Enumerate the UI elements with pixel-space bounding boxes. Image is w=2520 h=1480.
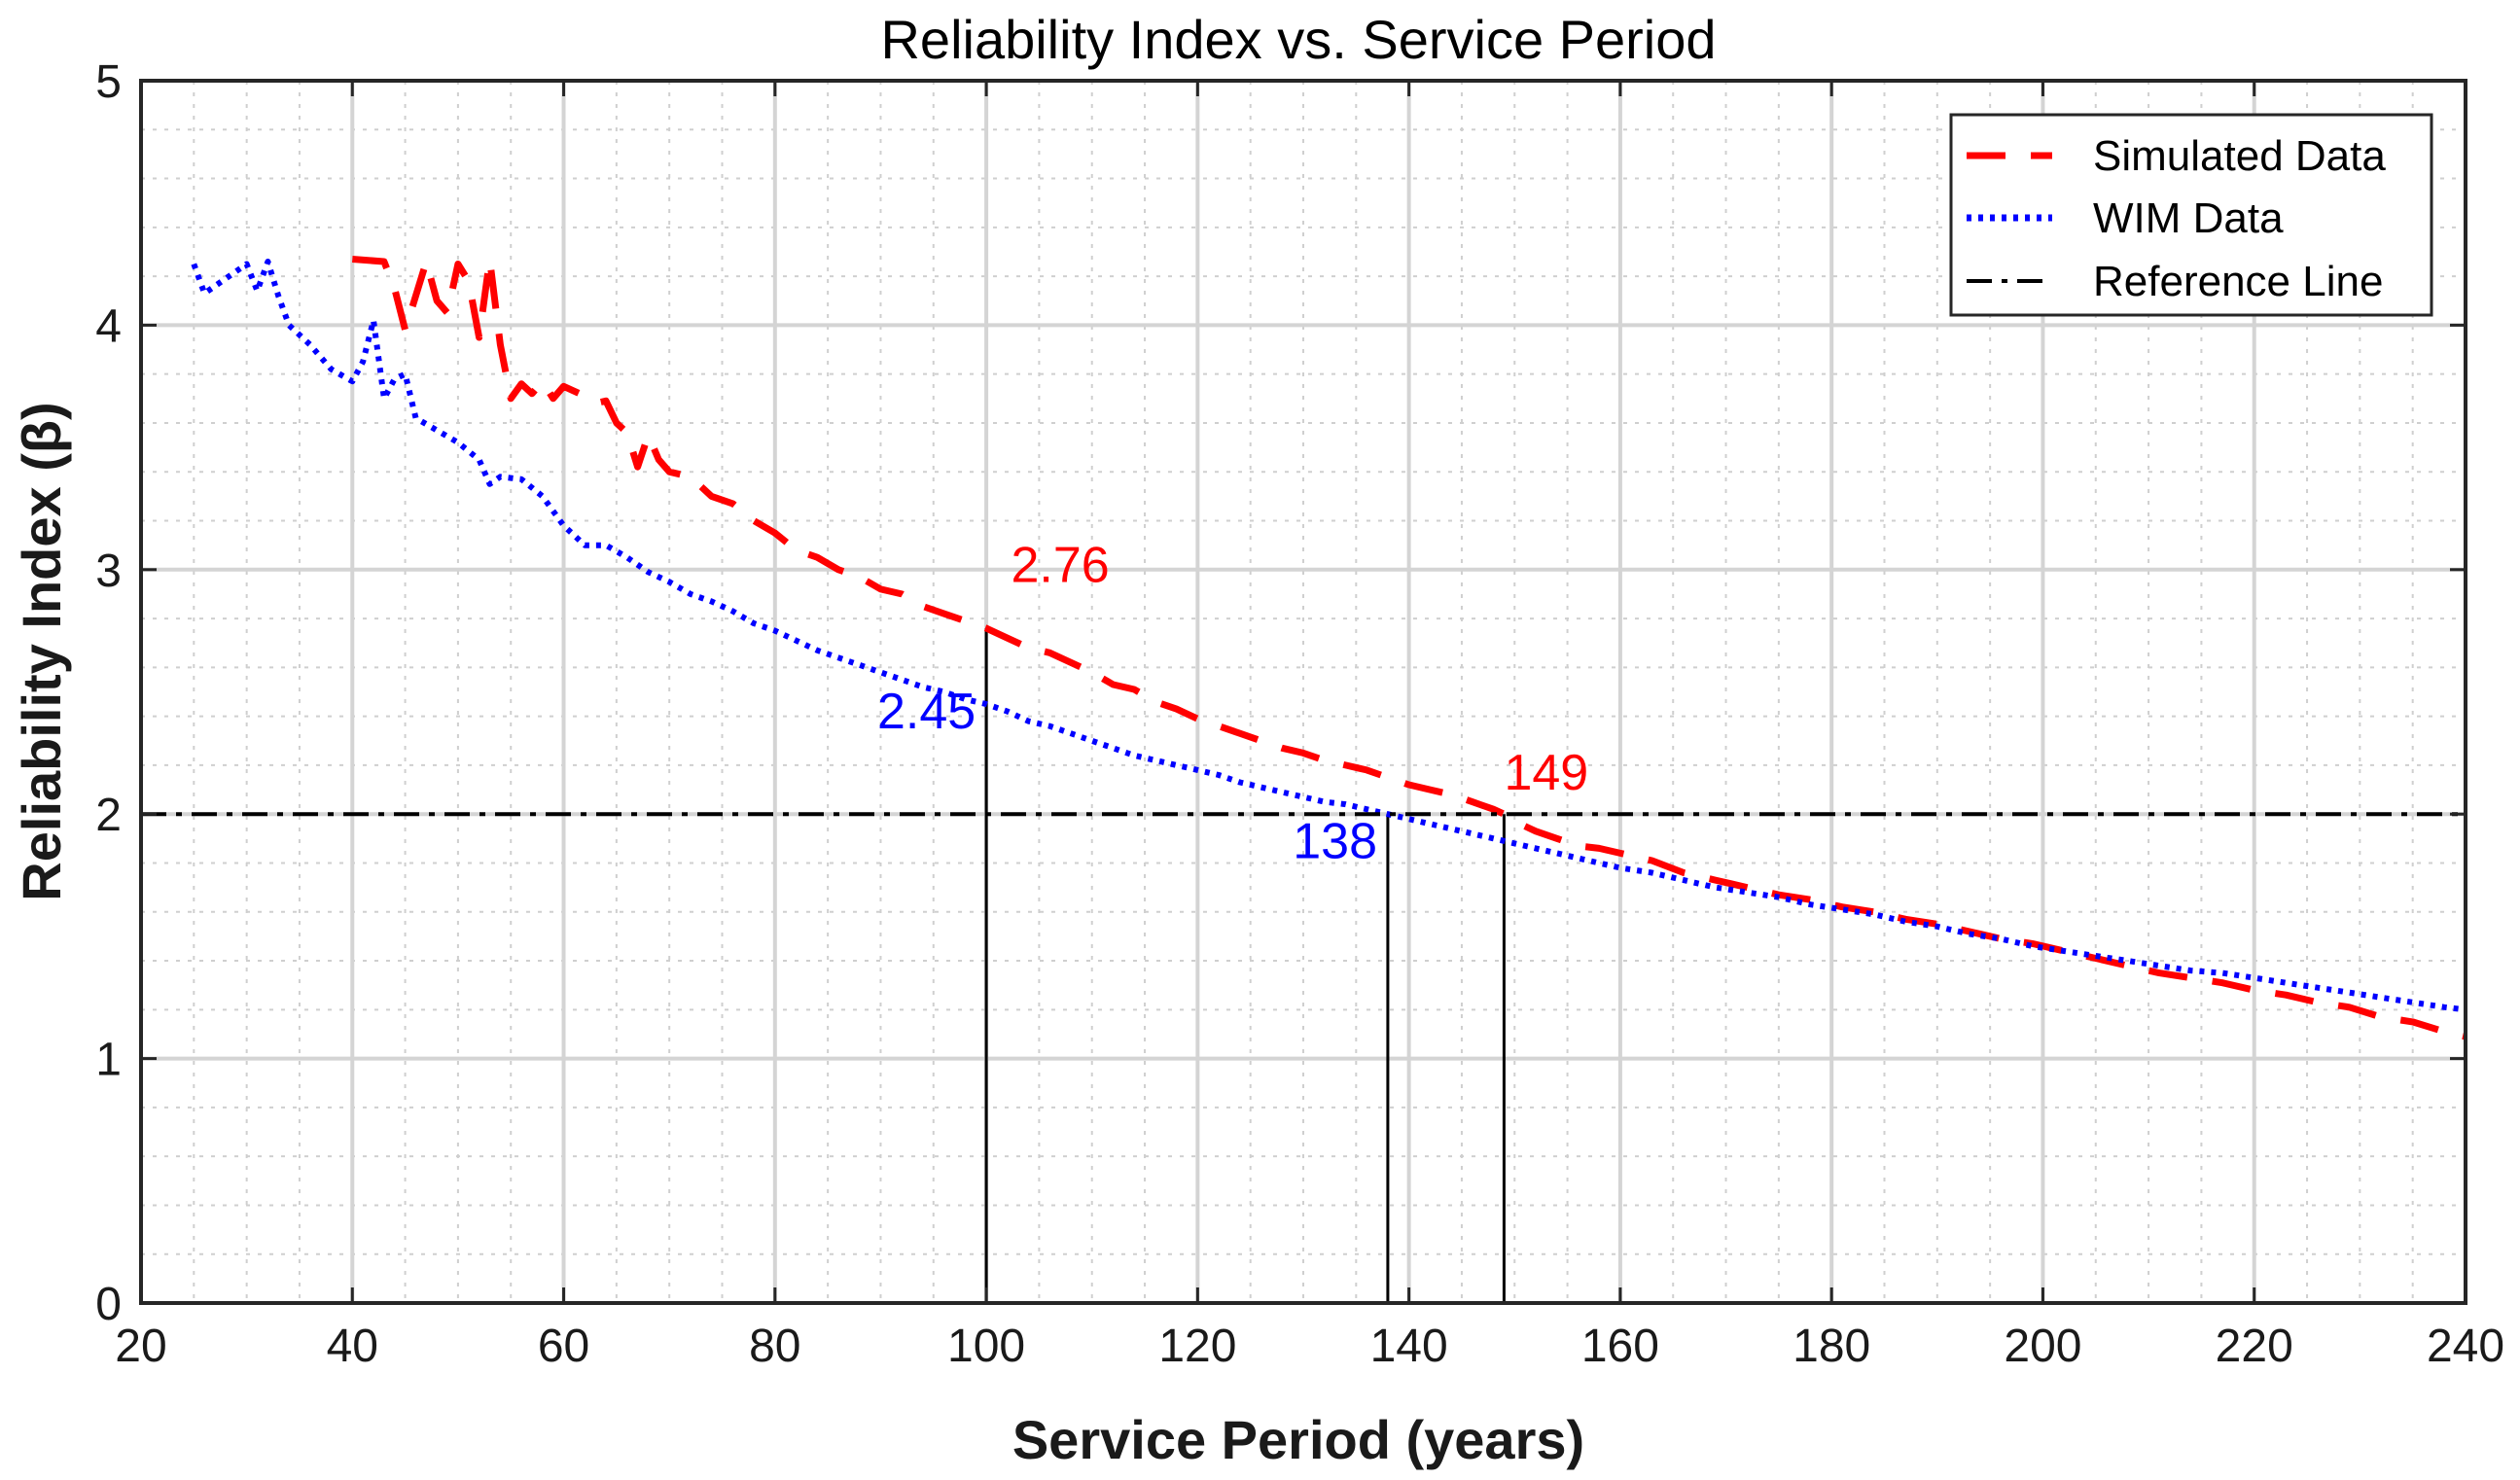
x-tick-label: 240 xyxy=(2427,1321,2504,1372)
y-tick-label: 2 xyxy=(95,790,122,841)
series-line-wim xyxy=(191,259,2467,1013)
x-tick-label: 180 xyxy=(1792,1321,1870,1372)
x-tick-label: 200 xyxy=(2004,1321,2081,1372)
guide-lines xyxy=(984,628,1506,1303)
legend-label-wim: WIM Data xyxy=(2093,194,2284,242)
axis-ticks: 20 40 60 80 100 120 140 160 180 200 220 240 0 1 2 3 4 5 xyxy=(95,56,2504,1372)
data-annotation: 2.76 xyxy=(1012,537,1110,593)
x-tick-label: 140 xyxy=(1370,1321,1448,1372)
x-tick-label: 20 xyxy=(115,1321,166,1372)
plot-area-border xyxy=(139,79,2467,1305)
data-annotation: 138 xyxy=(1293,813,1377,869)
x-tick-label: 100 xyxy=(947,1321,1025,1372)
x-tick-label: 60 xyxy=(538,1321,589,1372)
y-tick-label: 1 xyxy=(95,1035,122,1086)
data-annotation: 149 xyxy=(1504,745,1588,801)
legend-label-simulated: Simulated Data xyxy=(2093,132,2386,180)
chart-title: Reliability Index vs. Service Period xyxy=(880,9,1716,70)
y-tick-label: 5 xyxy=(95,56,122,108)
annotations: 2.76 2.45 149 138 xyxy=(877,537,1588,869)
x-tick-label: 160 xyxy=(1581,1321,1659,1372)
y-tick-label: 4 xyxy=(95,300,122,352)
x-tick-label: 80 xyxy=(749,1321,800,1372)
legend-label-reference: Reference Line xyxy=(2093,258,2383,305)
x-axis-label: Service Period (years) xyxy=(1012,1409,1584,1470)
series-lines xyxy=(141,256,2467,1040)
data-annotation: 2.45 xyxy=(877,684,976,740)
legend: Simulated Data WIM Data Reference Line xyxy=(1949,113,2433,317)
y-axis-label: Reliability Index (β) xyxy=(11,402,72,900)
x-tick-label: 40 xyxy=(327,1321,378,1372)
y-tick-label: 3 xyxy=(95,546,122,597)
x-tick-label: 120 xyxy=(1158,1321,1236,1372)
x-tick-label: 220 xyxy=(2216,1321,2293,1372)
y-tick-label: 0 xyxy=(95,1279,122,1330)
